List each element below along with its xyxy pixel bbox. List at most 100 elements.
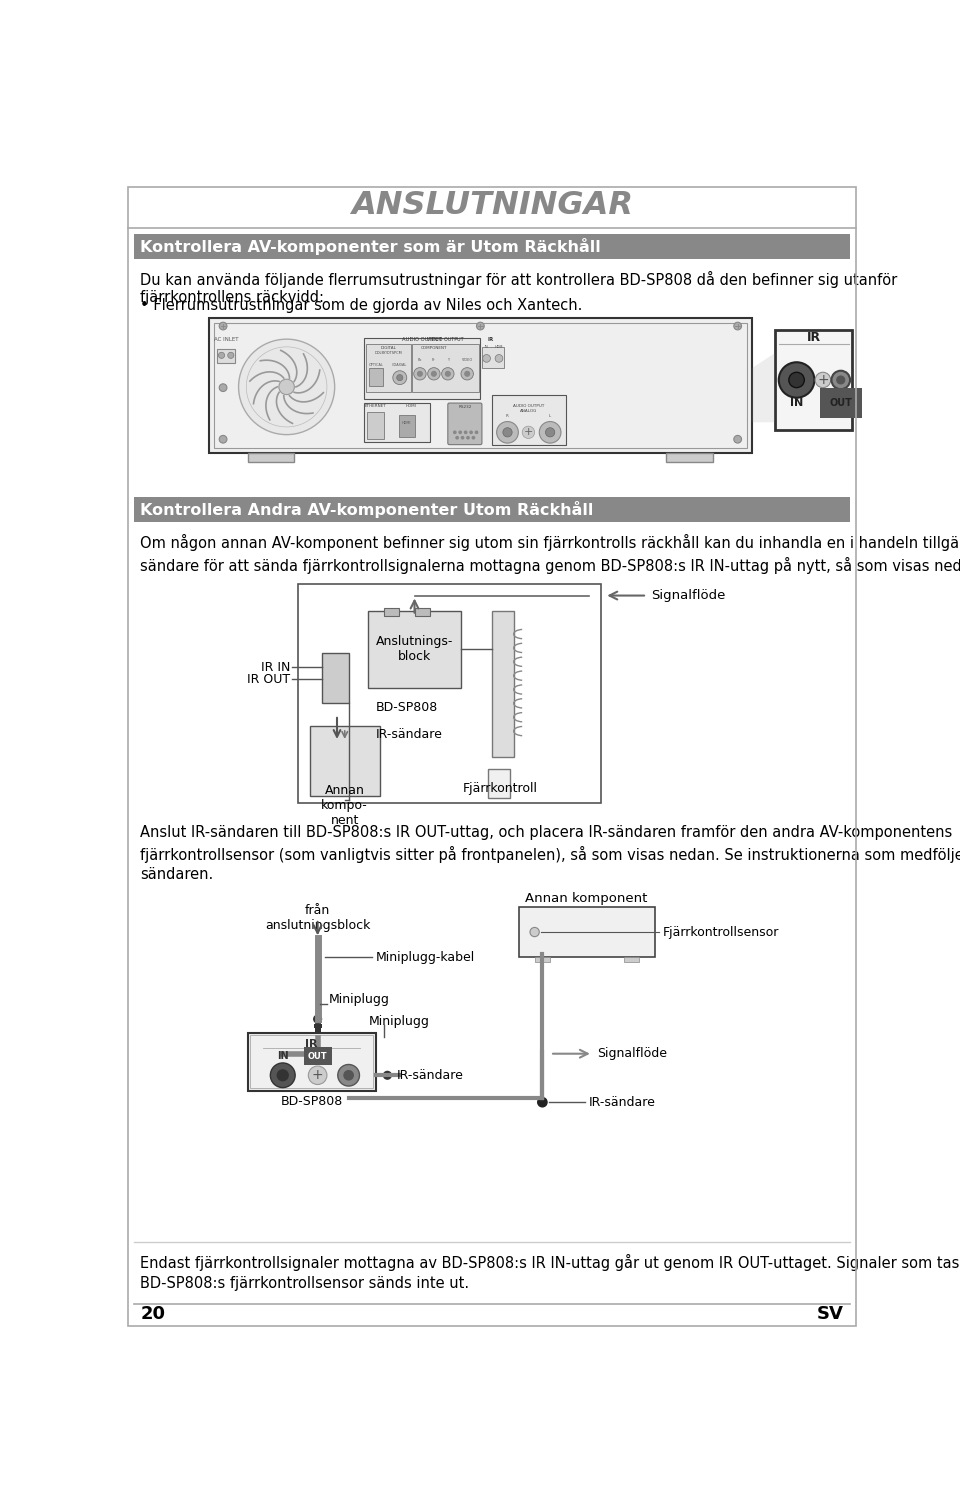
- Text: HDM: HDM: [494, 345, 503, 349]
- Bar: [364, 337, 480, 398]
- Bar: [299, 584, 601, 803]
- Bar: [482, 348, 504, 369]
- Circle shape: [789, 373, 804, 388]
- Text: VIDEO: VIDEO: [462, 358, 472, 361]
- Text: +: +: [312, 1068, 324, 1082]
- Bar: [209, 319, 752, 452]
- Bar: [492, 395, 565, 445]
- Circle shape: [837, 376, 845, 383]
- Text: BD-SP808: BD-SP808: [280, 1095, 343, 1109]
- Circle shape: [530, 927, 540, 936]
- Text: IR-sändare: IR-sändare: [588, 1095, 656, 1109]
- Bar: [368, 412, 384, 439]
- Circle shape: [427, 367, 440, 380]
- Text: IN: IN: [276, 1052, 289, 1061]
- Bar: [368, 611, 461, 688]
- FancyBboxPatch shape: [399, 415, 415, 437]
- Bar: [316, 1035, 319, 1037]
- Text: DIGITAL: DIGITAL: [380, 346, 396, 351]
- Bar: [666, 452, 713, 463]
- Text: Y: Y: [446, 358, 449, 361]
- Text: OUT: OUT: [308, 1052, 327, 1061]
- Circle shape: [472, 436, 474, 439]
- Text: Om någon annan AV-komponent befinner sig utom sin fjärrkontrolls räckhåll kan du: Om någon annan AV-komponent befinner sig…: [140, 533, 960, 574]
- Bar: [383, 608, 399, 616]
- Circle shape: [383, 1071, 392, 1079]
- Bar: [134, 497, 850, 523]
- Circle shape: [540, 421, 561, 443]
- Circle shape: [239, 339, 335, 434]
- Text: ANALOG: ANALOG: [519, 409, 537, 412]
- Bar: [369, 367, 383, 386]
- Circle shape: [278, 379, 295, 394]
- Text: Signalflöde: Signalflöde: [651, 589, 725, 602]
- Circle shape: [467, 436, 469, 439]
- Circle shape: [459, 431, 462, 433]
- Circle shape: [445, 372, 450, 376]
- Text: OUT: OUT: [829, 398, 852, 407]
- Text: Endast fjärrkontrollsignaler mottagna av BD-SP808:s IR IN-uttag går ut genom IR : Endast fjärrkontrollsignaler mottagna av…: [140, 1254, 960, 1291]
- Text: AUDIO OUTPUT: AUDIO OUTPUT: [513, 404, 544, 407]
- Bar: [214, 324, 747, 448]
- Circle shape: [815, 373, 830, 388]
- Circle shape: [495, 355, 503, 363]
- Circle shape: [831, 370, 850, 389]
- Bar: [310, 727, 379, 795]
- Text: Kontrollera AV-komponenter som är Utom Räckhåll: Kontrollera AV-komponenter som är Utom R…: [140, 238, 601, 255]
- Circle shape: [228, 352, 234, 358]
- Text: AUDIO OUTPUT: AUDIO OUTPUT: [402, 337, 443, 343]
- Circle shape: [277, 1070, 288, 1080]
- Text: R: R: [506, 413, 509, 418]
- Text: IN: IN: [790, 398, 804, 407]
- Bar: [415, 608, 430, 616]
- Text: DOLBY/DTSPCM: DOLBY/DTSPCM: [374, 351, 402, 355]
- Text: Kontrollera Andra AV-komponenter Utom Räckhåll: Kontrollera Andra AV-komponenter Utom Rä…: [140, 502, 593, 518]
- Circle shape: [396, 374, 403, 380]
- Circle shape: [442, 367, 454, 380]
- Text: Fjärrkontroll: Fjärrkontroll: [463, 782, 538, 794]
- Bar: [488, 768, 510, 798]
- Bar: [248, 452, 295, 463]
- Circle shape: [344, 1071, 353, 1080]
- Circle shape: [432, 372, 436, 376]
- Text: IR-sändare: IR-sändare: [375, 728, 443, 740]
- Text: Pr: Pr: [432, 358, 436, 361]
- Text: från
anslutningsblock: från anslutningsblock: [265, 903, 371, 932]
- Text: Annan komponent: Annan komponent: [525, 891, 648, 905]
- Text: +: +: [524, 427, 533, 437]
- Bar: [366, 343, 411, 391]
- Circle shape: [219, 436, 227, 443]
- Circle shape: [465, 431, 467, 433]
- Bar: [251, 1035, 373, 1089]
- Circle shape: [503, 428, 512, 437]
- Text: COAXIAL: COAXIAL: [392, 363, 407, 367]
- Circle shape: [545, 428, 555, 437]
- Text: • Flerrumsutrustningar som de gjorda av Niles och Xantech.: • Flerrumsutrustningar som de gjorda av …: [140, 298, 583, 313]
- Text: Anslut IR-sändaren till BD-SP808:s IR OUT-uttag, och placera IR-sändaren framför: Anslut IR-sändaren till BD-SP808:s IR OU…: [140, 825, 960, 882]
- Bar: [535, 957, 550, 962]
- Bar: [322, 653, 348, 704]
- Text: AC INLET: AC INLET: [214, 337, 238, 343]
- Text: IR IN: IR IN: [261, 661, 291, 674]
- Circle shape: [483, 355, 491, 363]
- Text: Du kan använda följande flerrumsutrustningar för att kontrollera BD-SP808 då den: Du kan använda följande flerrumsutrustni…: [140, 271, 898, 306]
- Bar: [364, 403, 430, 442]
- Text: ETHERNET: ETHERNET: [365, 404, 387, 407]
- Bar: [316, 1032, 320, 1035]
- Text: L: L: [549, 413, 551, 418]
- Text: IR-sändare: IR-sändare: [396, 1068, 464, 1082]
- Circle shape: [454, 431, 456, 433]
- Text: Miniplugg-kabel: Miniplugg-kabel: [375, 951, 475, 963]
- Bar: [624, 957, 639, 962]
- Circle shape: [496, 421, 518, 443]
- Bar: [315, 1019, 321, 1025]
- Circle shape: [338, 1065, 359, 1086]
- Text: SV: SV: [817, 1305, 844, 1323]
- Text: IR: IR: [488, 337, 493, 343]
- Circle shape: [456, 436, 458, 439]
- Circle shape: [733, 436, 741, 443]
- Circle shape: [538, 1098, 547, 1107]
- Bar: [217, 349, 235, 363]
- Text: HDMI: HDMI: [402, 421, 412, 425]
- Circle shape: [418, 372, 422, 376]
